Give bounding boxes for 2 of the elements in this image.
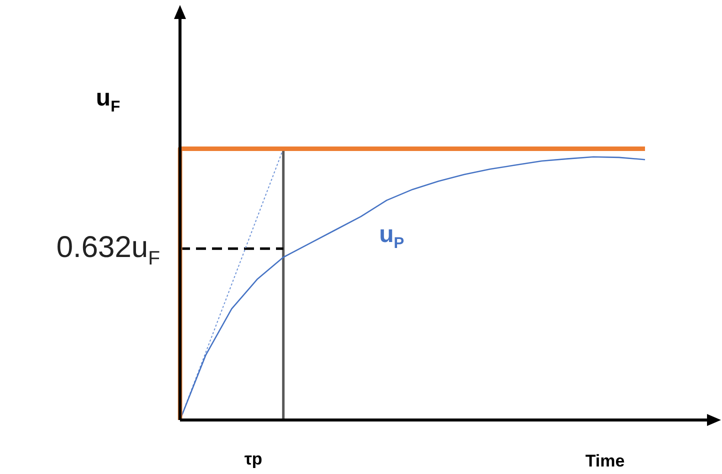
x-axis-title: Time [585,452,625,471]
text: τp [244,450,262,469]
